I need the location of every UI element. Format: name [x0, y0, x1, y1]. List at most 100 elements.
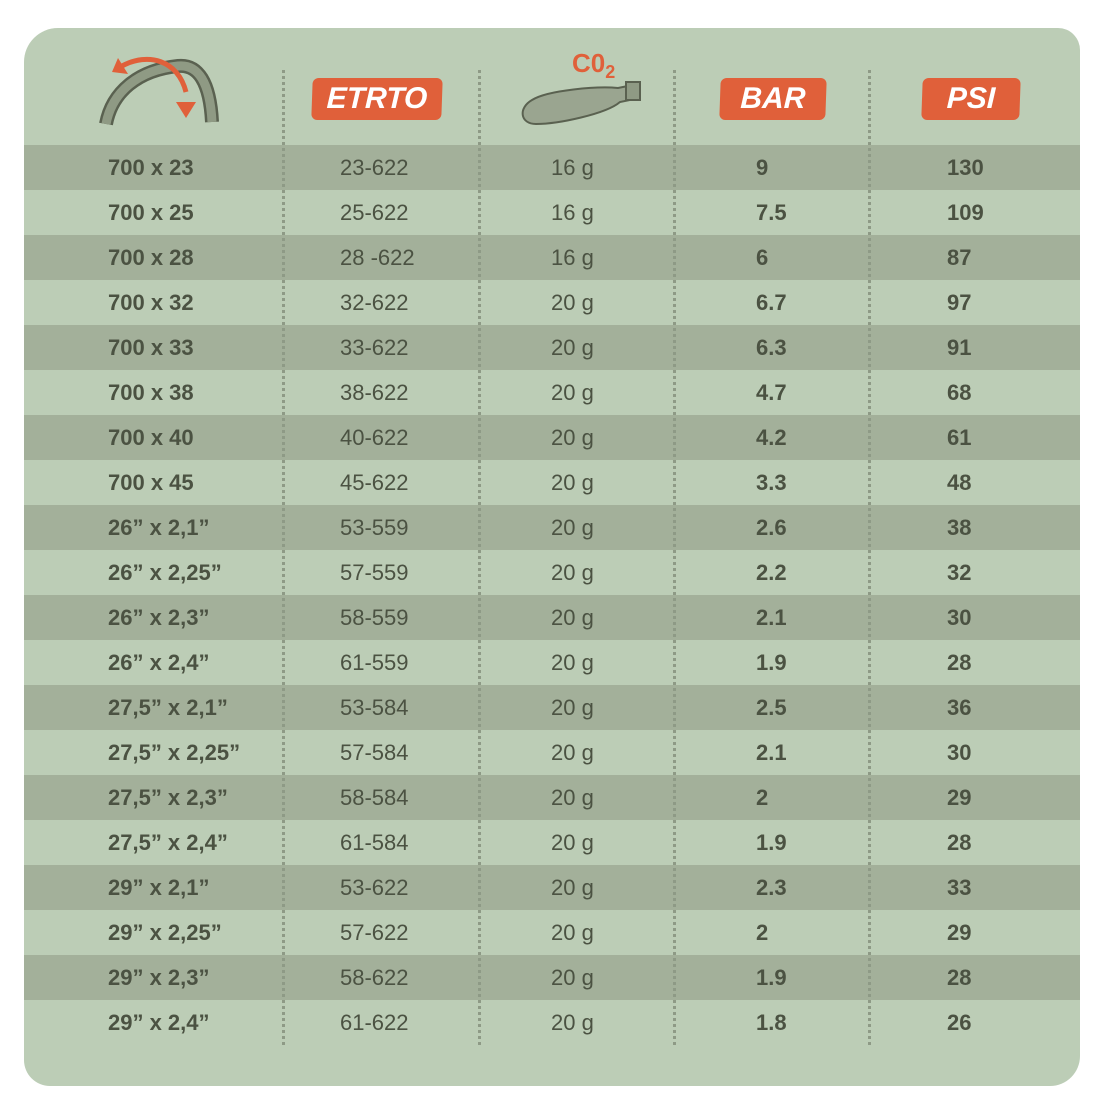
- tire-pressure-table: ETRTO C02 BAR PSI 700 x 23 23-622 16 g 9 130…: [24, 28, 1080, 1086]
- column-divider: [868, 70, 871, 1045]
- psi-value: 109: [947, 200, 984, 225]
- psi-value: 130: [947, 155, 984, 180]
- etrto-value: 53-622: [340, 875, 409, 900]
- psi-value: 91: [947, 335, 972, 360]
- tire-size: 27,5” x 2,1”: [108, 695, 228, 720]
- column-divider: [282, 70, 285, 1045]
- etrto-value: 57-559: [340, 560, 409, 585]
- psi-value: 28: [947, 830, 972, 855]
- co2-value: 20 g: [551, 695, 594, 720]
- psi-value: 30: [947, 605, 972, 630]
- table-row: 700 x 45 45-622 20 g 3.3 48: [24, 460, 1080, 505]
- psi-value: 48: [947, 470, 972, 495]
- tire-size: 700 x 28: [108, 245, 194, 270]
- bar-value: 4.2: [756, 425, 787, 450]
- table-row: 700 x 28 28 -622 16 g 6 87: [24, 235, 1080, 280]
- tire-size: 29” x 2,1”: [108, 875, 210, 900]
- tire-width-arrows-icon: [99, 56, 219, 126]
- co2-value: 16 g: [551, 200, 594, 225]
- psi-value: 87: [947, 245, 972, 270]
- co2-value: 20 g: [551, 290, 594, 315]
- table-row: 26” x 2,3” 58-559 20 g 2.1 30: [24, 595, 1080, 640]
- tire-size: 700 x 25: [108, 200, 194, 225]
- etrto-value: 57-584: [340, 740, 409, 765]
- bar-value: 6.3: [756, 335, 787, 360]
- psi-value: 28: [947, 650, 972, 675]
- co2-value: 20 g: [551, 785, 594, 810]
- etrto-value: 53-559: [340, 515, 409, 540]
- column-divider: [673, 70, 676, 1045]
- tire-size: 27,5” x 2,25”: [108, 740, 241, 765]
- table-row: 700 x 40 40-622 20 g 4.2 61: [24, 415, 1080, 460]
- table-row: 27,5” x 2,1” 53-584 20 g 2.5 36: [24, 685, 1080, 730]
- tire-size: 700 x 40: [108, 425, 194, 450]
- psi-value: 26: [947, 1010, 972, 1035]
- table-row: 26” x 2,1” 53-559 20 g 2.6 38: [24, 505, 1080, 550]
- co2-value: 20 g: [551, 965, 594, 990]
- co2-value: 20 g: [551, 470, 594, 495]
- tire-size: 29” x 2,4”: [108, 1010, 210, 1035]
- table-row: 29” x 2,3” 58-622 20 g 1.9 28: [24, 955, 1080, 1000]
- table-row: 26” x 2,4” 61-559 20 g 1.9 28: [24, 640, 1080, 685]
- bar-value: 2.6: [756, 515, 787, 540]
- table-row: 29” x 2,4” 61-622 20 g 1.8 26: [24, 1000, 1080, 1045]
- tire-size: 26” x 2,1”: [108, 515, 210, 540]
- bar-value: 4.7: [756, 380, 787, 405]
- co2-value: 20 g: [551, 650, 594, 675]
- bar-value: 2.5: [756, 695, 787, 720]
- bar-value: 2: [756, 920, 769, 945]
- etrto-value: 61-559: [340, 650, 409, 675]
- tire-size: 26” x 2,4”: [108, 650, 210, 675]
- table-row: 26” x 2,25” 57-559 20 g 2.2 32: [24, 550, 1080, 595]
- tire-size: 27,5” x 2,3”: [108, 785, 228, 810]
- etrto-value: 45-622: [340, 470, 409, 495]
- table-row: 700 x 33 33-622 20 g 6.3 91: [24, 325, 1080, 370]
- table-row: 29” x 2,1” 53-622 20 g 2.3 33: [24, 865, 1080, 910]
- tire-size: 700 x 32: [108, 290, 194, 315]
- table-row: 700 x 23 23-622 16 g 9 130: [24, 145, 1080, 190]
- psi-value: 29: [947, 785, 972, 810]
- co2-value: 16 g: [551, 245, 594, 270]
- psi-value: 38: [947, 515, 972, 540]
- etrto-value: 28 -622: [340, 245, 415, 270]
- column-divider: [478, 70, 481, 1045]
- bar-value: 1.8: [756, 1010, 787, 1035]
- co2-value: 20 g: [551, 605, 594, 630]
- co2-value: 20 g: [551, 920, 594, 945]
- psi-value: 33: [947, 875, 972, 900]
- etrto-value: 58-622: [340, 965, 409, 990]
- co2-value: 20 g: [551, 830, 594, 855]
- bar-value: 1.9: [756, 650, 787, 675]
- tire-size: 700 x 45: [108, 470, 194, 495]
- bar-value: 1.9: [756, 830, 787, 855]
- etrto-value: 58-584: [340, 785, 409, 810]
- table-row: 27,5” x 2,3” 58-584 20 g 2 29: [24, 775, 1080, 820]
- bar-value: 3.3: [756, 470, 787, 495]
- psi-value: 97: [947, 290, 972, 315]
- co2-value: 16 g: [551, 155, 594, 180]
- psi-value: 29: [947, 920, 972, 945]
- table-row: 29” x 2,25” 57-622 20 g 2 29: [24, 910, 1080, 955]
- psi-value: 28: [947, 965, 972, 990]
- table-row: 700 x 25 25-622 16 g 7.5 109: [24, 190, 1080, 235]
- etrto-header: ETRTO: [311, 78, 443, 120]
- bar-value: 6: [756, 245, 769, 270]
- bar-header: BAR: [719, 78, 827, 120]
- etrto-value: 61-622: [340, 1010, 409, 1035]
- tire-size: 700 x 38: [108, 380, 194, 405]
- table-header: ETRTO C02 BAR PSI: [24, 28, 1080, 145]
- bar-value: 1.9: [756, 965, 787, 990]
- co2-value: 20 g: [551, 425, 594, 450]
- bar-value: 2.2: [756, 560, 787, 585]
- co2-value: 20 g: [551, 380, 594, 405]
- co2-value: 20 g: [551, 560, 594, 585]
- bar-value: 2.1: [756, 605, 787, 630]
- co2-value: 20 g: [551, 335, 594, 360]
- bar-value: 7.5: [756, 200, 787, 225]
- co2-subscript: 2: [605, 62, 616, 83]
- psi-value: 36: [947, 695, 972, 720]
- bar-value: 9: [756, 155, 769, 180]
- co2-value: 20 g: [551, 740, 594, 765]
- tire-size: 26” x 2,3”: [108, 605, 210, 630]
- etrto-value: 40-622: [340, 425, 409, 450]
